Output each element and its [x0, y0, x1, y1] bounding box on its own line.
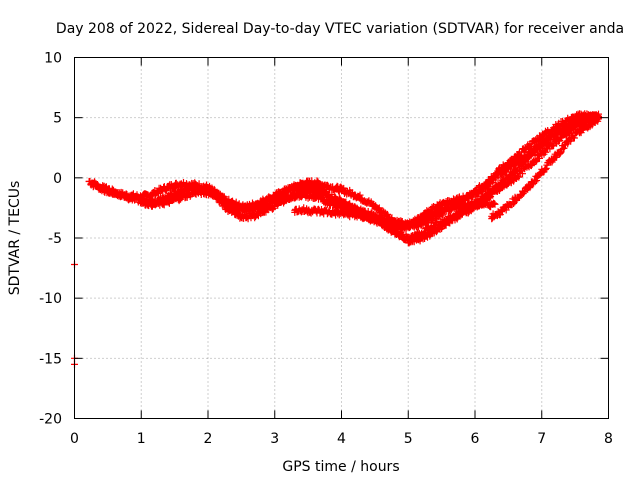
chart-title: Day 208 of 2022, Sidereal Day-to-day VTE… — [56, 21, 624, 37]
x-tick-label: 0 — [70, 431, 79, 447]
x-tick-label: 2 — [204, 431, 213, 447]
y-tick-label: -10 — [39, 291, 62, 307]
y-tick-label: -5 — [48, 231, 62, 247]
y-tick-label: 5 — [53, 111, 62, 127]
x-tick-label: 3 — [270, 431, 279, 447]
data-points — [71, 110, 602, 368]
tick-labels: 0 1 2 3 4 5 6 7 8 -20 -15 -10 -5 0 5 10 — [39, 51, 613, 448]
series-trace-5 — [291, 198, 499, 233]
y-tick-label: -15 — [39, 351, 62, 367]
x-axis-label: GPS time / hours — [282, 459, 399, 475]
x-tick-label: 6 — [471, 431, 480, 447]
series-trace-6 — [488, 117, 599, 223]
x-tick-label: 8 — [604, 431, 613, 447]
axis-ticks — [74, 57, 609, 419]
x-tick-label: 4 — [337, 431, 346, 447]
y-axis-label: SDTVAR / TECUs — [7, 181, 23, 296]
trace-marker-cloud — [87, 110, 602, 244]
grid — [74, 57, 609, 419]
series-trace-2 — [87, 110, 602, 244]
y-tick-label: 0 — [53, 171, 62, 187]
x-tick-label: 1 — [137, 431, 146, 447]
trace-marker-cloud — [291, 198, 498, 233]
trace-marker-cloud — [488, 117, 598, 223]
x-tick-label: 7 — [537, 431, 546, 447]
y-tick-label: -20 — [39, 412, 62, 428]
y-tick-label: 10 — [44, 51, 62, 67]
x-tick-label: 5 — [404, 431, 413, 447]
